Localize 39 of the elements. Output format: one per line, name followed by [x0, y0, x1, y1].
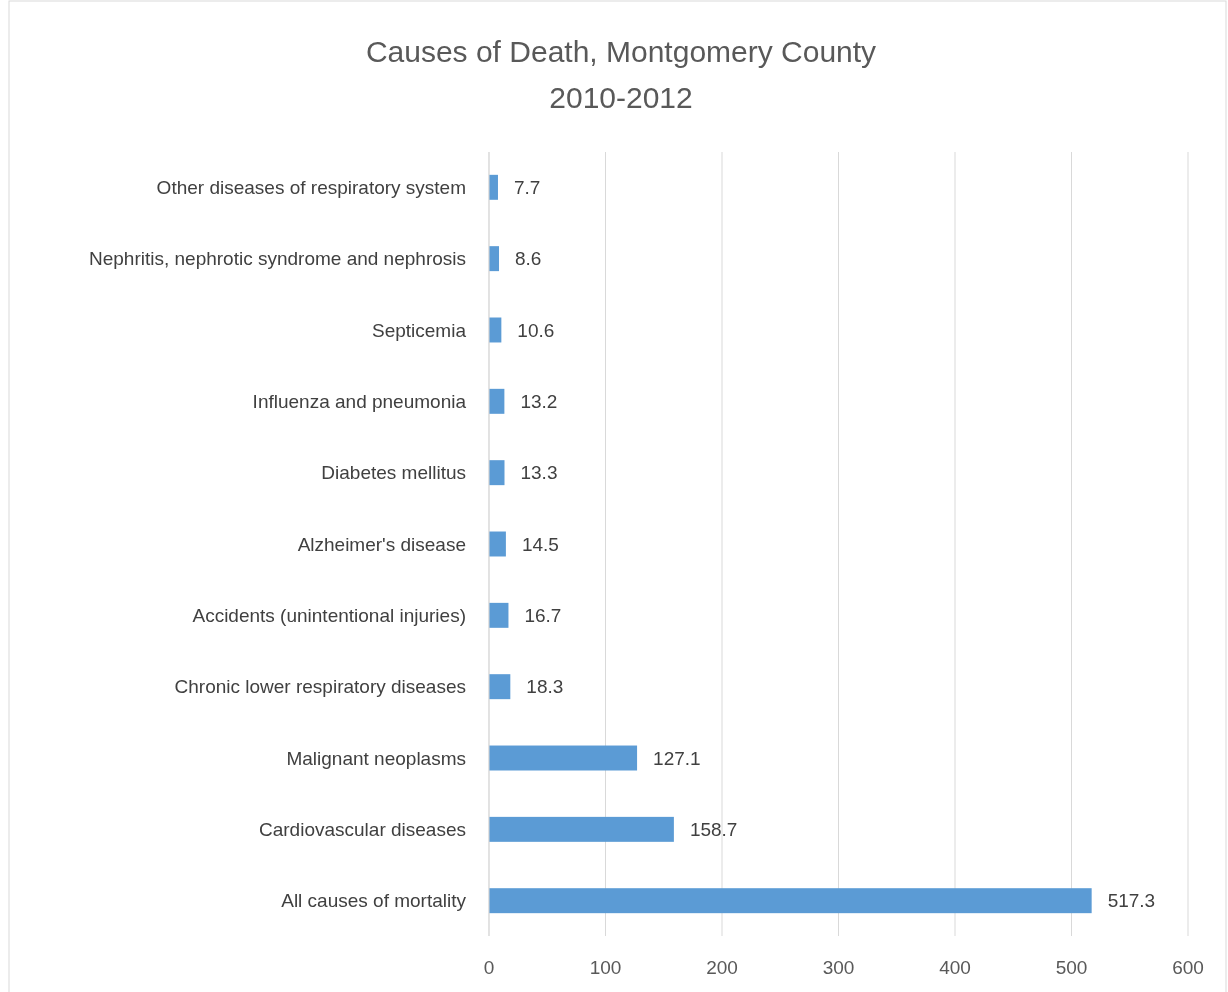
- data-label: 14.5: [521, 533, 559, 555]
- chart-title: Causes of Death, Montgomery County 2010-2012: [365, 35, 877, 114]
- bar: [489, 246, 500, 272]
- data-label: 18.3: [526, 676, 564, 698]
- bar: [489, 388, 505, 414]
- x-tick-label: 500: [1055, 957, 1088, 978]
- bar: [489, 888, 1092, 914]
- bar: [489, 674, 511, 700]
- bar: [489, 460, 505, 486]
- y-tick-label: Other diseases of respiratory system: [156, 176, 466, 198]
- data-label: 7.7: [513, 176, 541, 198]
- bar: [489, 602, 509, 628]
- y-tick-label: Malignant neoplasms: [286, 747, 466, 769]
- y-tick-label: Influenza and pneumonia: [252, 390, 467, 412]
- x-tick-label: 300: [822, 957, 855, 978]
- y-tick-label: Septicemia: [372, 319, 467, 341]
- x-tick-label: 0: [483, 957, 495, 978]
- y-tick-label: Accidents (unintentional injuries): [192, 604, 466, 626]
- data-label: 13.3: [520, 462, 558, 484]
- x-tick-label: 200: [706, 957, 738, 978]
- y-tick-label: Nephritis, nephrotic syndrome and nephrosis: [88, 248, 466, 270]
- x-tick-label: 600: [1172, 957, 1204, 978]
- data-label: 13.2: [520, 390, 558, 412]
- bar: [489, 745, 638, 771]
- data-label: 10.6: [517, 319, 555, 341]
- data-label: 16.7: [524, 604, 562, 626]
- y-tick-label: Alzheimer's disease: [297, 533, 466, 555]
- data-label: 127.1: [653, 747, 701, 769]
- y-tick-label: Cardiovascular diseases: [259, 819, 466, 840]
- x-tick-label: 400: [939, 957, 971, 978]
- bar: [489, 816, 674, 842]
- y-tick-label: Chronic lower respiratory diseases: [174, 676, 466, 698]
- x-tick-label: 100: [589, 957, 622, 978]
- y-tick-label: Diabetes mellitus: [321, 462, 466, 484]
- data-label: 8.6: [515, 248, 542, 270]
- data-label: 158.7: [689, 819, 738, 840]
- y-tick-label: All causes of mortality: [281, 890, 467, 912]
- bar: [489, 531, 506, 557]
- data-label: 517.3: [1107, 890, 1156, 912]
